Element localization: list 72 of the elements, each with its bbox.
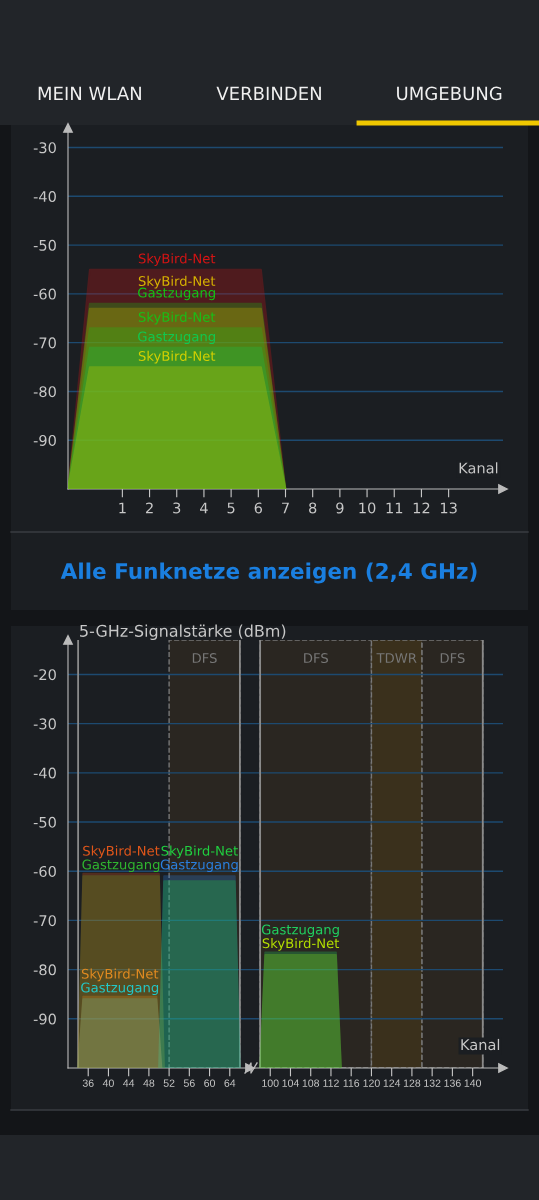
x-axis-title: Kanal bbox=[459, 462, 498, 474]
band-label: DFS bbox=[192, 653, 217, 664]
x-tick-label: 2 bbox=[145, 502, 153, 514]
series-label: SkyBird-Net bbox=[138, 253, 216, 267]
y-tick-label: -60 bbox=[33, 865, 56, 877]
x-tick-label: 36 bbox=[82, 1079, 94, 1087]
x-tick-label: 13 bbox=[440, 502, 457, 514]
x-tick-label: 132 bbox=[424, 1079, 441, 1087]
x-tick-label: 40 bbox=[102, 1079, 114, 1087]
series-label: SkyBird-Net bbox=[81, 968, 159, 982]
y-tick-label: -50 bbox=[33, 816, 56, 828]
y-tick-label: -70 bbox=[33, 915, 56, 927]
x-tick-label: 140 bbox=[464, 1079, 482, 1087]
y-tick-label: -80 bbox=[33, 964, 56, 976]
series-label: SkyBird-Net bbox=[83, 845, 160, 859]
text: Alle Funknetze anzeigen (2,4 GHz) bbox=[60, 562, 477, 584]
x-tick-label: 3 bbox=[173, 502, 181, 514]
x-tick-label: 5 bbox=[227, 502, 235, 514]
x-tick-label: 108 bbox=[302, 1079, 320, 1087]
y-tick-label: -90 bbox=[33, 1013, 56, 1025]
x-axis-title: Kanal bbox=[461, 1038, 500, 1051]
series-label: Gastzugang bbox=[261, 924, 339, 938]
series-label: Gastzugang bbox=[81, 982, 159, 996]
x-tick-label: 9 bbox=[336, 502, 344, 514]
band-label: TDWR bbox=[376, 653, 417, 663]
x-tick-label: 124 bbox=[383, 1079, 401, 1087]
x-tick-label: 7 bbox=[282, 502, 289, 514]
text: UMGEBUNG bbox=[397, 86, 502, 101]
x-tick-label: 100 bbox=[262, 1079, 279, 1087]
x-tick-label: 11 bbox=[386, 502, 403, 514]
band-label: DFS bbox=[304, 653, 328, 664]
series-label: SkyBird-Net bbox=[138, 311, 216, 325]
series-label: Gastzugang bbox=[138, 331, 215, 345]
x-tick-label: 116 bbox=[343, 1079, 360, 1087]
y-tick-label: -40 bbox=[33, 767, 56, 779]
x-tick-label: 136 bbox=[444, 1079, 461, 1087]
text: MEIN WLAN bbox=[38, 86, 141, 100]
y-tick-label: -30 bbox=[33, 142, 56, 154]
series-label: Gastzugang bbox=[138, 287, 215, 301]
x-tick-label: 6 bbox=[254, 502, 263, 514]
x-tick-label: 4 bbox=[200, 502, 208, 514]
x-tick-label: 1 bbox=[119, 502, 126, 514]
series-label: Gastzugang bbox=[82, 859, 160, 873]
y-tick-label: -60 bbox=[33, 288, 56, 300]
y-tick-label: -50 bbox=[33, 239, 56, 251]
x-tick-label: 10 bbox=[359, 502, 376, 514]
x-tick-label: 60 bbox=[204, 1079, 216, 1087]
x-tick-label: 12 bbox=[413, 502, 430, 514]
y-tick-label: -90 bbox=[33, 434, 56, 446]
band-label: DFS bbox=[440, 653, 465, 664]
series-label: SkyBird-Net bbox=[138, 350, 216, 364]
x-tick-label: 48 bbox=[143, 1079, 155, 1087]
y-tick-label: -70 bbox=[33, 337, 56, 349]
series-label: SkyBird-Net bbox=[138, 275, 216, 289]
text: VERBINDEN bbox=[216, 86, 321, 100]
y-tick-label: -20 bbox=[33, 669, 56, 681]
x-tick-label: 112 bbox=[323, 1079, 339, 1087]
series-label: SkyBird-Net bbox=[161, 845, 238, 859]
x-tick-label: 120 bbox=[363, 1079, 380, 1087]
y-tick-label: -80 bbox=[33, 386, 56, 398]
x-tick-label: 64 bbox=[224, 1079, 236, 1087]
series-label: SkyBird-Net bbox=[262, 937, 340, 951]
y-tick-label: -40 bbox=[33, 191, 56, 203]
series-label: Gastzugang bbox=[160, 859, 238, 873]
x-tick-label: 56 bbox=[183, 1079, 195, 1087]
x-tick-label: 104 bbox=[282, 1079, 299, 1087]
x-tick-label: 52 bbox=[163, 1079, 175, 1087]
y-tick-label: -30 bbox=[33, 718, 56, 730]
y-axis-title: 5-GHz-Signalstärke (dBm) bbox=[80, 624, 286, 640]
x-tick-label: 128 bbox=[403, 1079, 421, 1087]
x-tick-label: 8 bbox=[309, 502, 317, 514]
x-tick-label: 44 bbox=[123, 1079, 135, 1087]
